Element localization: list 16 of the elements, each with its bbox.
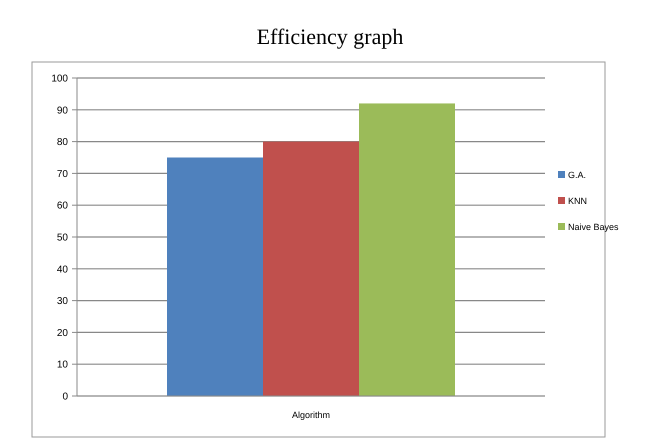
y-tick-label: 40 <box>56 264 68 276</box>
y-tick-label: 50 <box>56 232 68 244</box>
y-tick-label: 30 <box>56 296 68 308</box>
x-tick-label: Algorithm <box>292 410 330 420</box>
y-tick-label: 100 <box>51 74 68 84</box>
chart-title: Efficiency graph <box>256 24 404 49</box>
legend-label: KNN <box>568 196 588 206</box>
legend-label: G.A. <box>568 170 586 180</box>
y-tick-label: 0 <box>62 392 68 402</box>
y-tick-label: 10 <box>56 360 68 371</box>
y-tick-label: 80 <box>56 137 68 148</box>
y-tick-label: 20 <box>56 328 68 339</box>
y-tick-label: 90 <box>56 105 68 116</box>
y-tick-label: 70 <box>56 168 68 180</box>
y-tick-label: 60 <box>56 200 68 212</box>
legend-label: Naive Bayes <box>568 222 620 232</box>
